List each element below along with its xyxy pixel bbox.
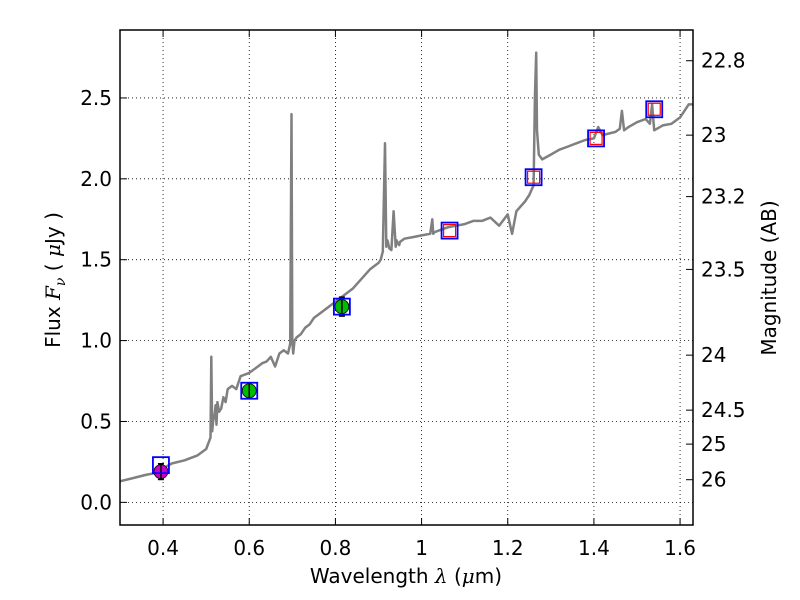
upper-limit-box [589,131,603,145]
y2-tick-label: 23 [701,123,726,147]
x-tick-label: 1.4 [578,536,610,560]
model-box [440,221,459,240]
y2-tick-label: 26 [701,468,726,492]
y2-tick-label: 24 [701,343,726,367]
y-axis-label: Flux Fν ( μJy ) [41,212,69,348]
model-box [645,100,664,119]
y2-tick-label: 23.5 [701,257,746,281]
y-tick-label: 0.5 [80,409,112,433]
model-box [587,129,605,148]
y-tick-label: 1.0 [80,329,112,353]
upper-limit-box [526,170,541,184]
y-tick-label: 2.0 [80,167,112,191]
model-box [240,381,259,400]
series-layer [119,51,693,483]
y2-axis-ticks: 22.8 23 23.2 23.5 24 24.5 25 26 [686,49,746,492]
markers-layer [152,100,664,481]
grid-lines [120,30,693,525]
y2-tick-label: 22.8 [701,49,746,73]
x-axis-ticks: 0.4 0.6 0.8 1 1.2 1.4 1.6 [147,30,696,560]
model-box [524,168,543,187]
y-tick-label: 0.0 [80,490,112,514]
y2-tick-label: 25 [701,432,726,456]
model-box [332,297,351,316]
x-tick-label: 1.6 [664,536,696,560]
upper-limit-box [442,223,457,238]
x-tick-label: 1 [415,536,428,560]
x-tick-label: 1.2 [492,536,524,560]
y-tick-label: 1.5 [80,248,112,272]
x-tick-label: 0.8 [320,536,352,560]
y2-tick-label: 23.2 [701,185,746,209]
y2-tick-label: 24.5 [701,398,746,422]
x-axis-label: Wavelength λ (μm) [310,564,502,588]
x-tick-label: 0.4 [147,536,179,560]
upper-limit-box [647,102,661,116]
y2-axis-label: Magnitude (AB) [757,200,781,355]
x-tick-label: 0.6 [233,536,265,560]
plot-frame [119,29,694,526]
y-axis-ticks: 0.0 0.5 1.0 1.5 2.0 2.5 [80,86,127,514]
y-tick-label: 2.5 [80,86,112,110]
spectrum-line [119,51,693,483]
model-box [152,456,170,475]
